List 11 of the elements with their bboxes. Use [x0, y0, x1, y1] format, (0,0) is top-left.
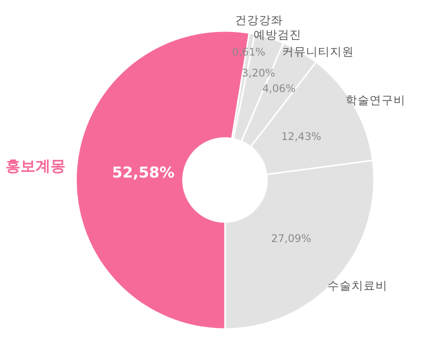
- slice-label: 홍보계몽: [6, 156, 66, 175]
- data-label: 52,58%: [112, 163, 175, 182]
- data-label: 4,06%: [262, 83, 296, 96]
- data-label: 27,09%: [271, 232, 312, 245]
- slice-label: 건강강좌: [234, 13, 283, 28]
- data-label: 3,20%: [242, 67, 276, 80]
- slice-label: 커뮤니티지원: [282, 44, 354, 59]
- slice-label: 수술치료비: [327, 278, 388, 292]
- data-label: 12,43%: [281, 131, 322, 144]
- slice-label: 학술연구비: [346, 93, 406, 108]
- slice-label: 예방검진: [253, 28, 302, 42]
